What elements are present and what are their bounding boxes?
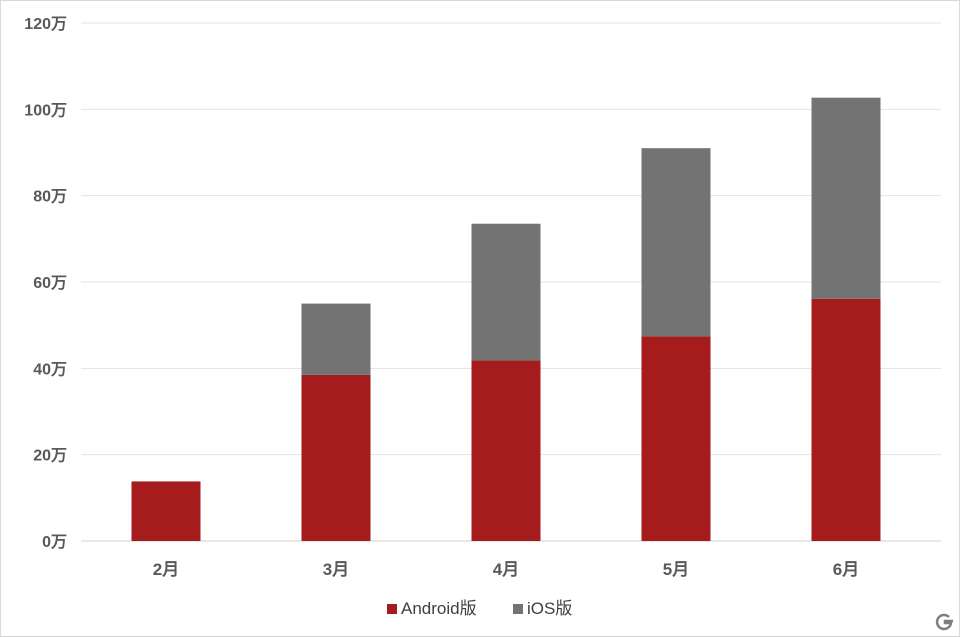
bar-ios-6 [811, 97, 881, 299]
bar-ios-3 [301, 303, 371, 375]
y-tick-label: 120万 [24, 16, 67, 33]
bar-android-3 [301, 374, 371, 541]
legend-label: Android版 [401, 599, 477, 618]
bar-android-4 [471, 360, 541, 541]
y-tick-label: 40万 [33, 361, 67, 378]
bars [131, 97, 881, 541]
y-tick-label: 20万 [33, 448, 67, 465]
legend-swatch [513, 604, 523, 614]
x-tick-label: 6月 [833, 560, 859, 579]
bar-android-5 [641, 336, 711, 541]
g-logo-icon [935, 613, 953, 631]
g-logo-shape [935, 613, 953, 631]
x-tick-label: 4月 [493, 560, 519, 579]
bar-ios-4 [471, 223, 541, 361]
y-tick-label: 0万 [42, 534, 67, 551]
y-tick-label: 80万 [33, 189, 67, 206]
y-axis-ticks: 0万 20万 40万 60万 80万 100万 120万 [24, 16, 67, 551]
x-tick-label: 3月 [323, 560, 349, 579]
x-tick-label: 5月 [663, 560, 689, 579]
y-tick-label: 100万 [24, 102, 67, 119]
legend-label: iOS版 [527, 599, 572, 618]
bar-ios-5 [641, 148, 711, 337]
y-tick-label: 60万 [33, 275, 67, 292]
legend: Android版 iOS版 [387, 599, 572, 618]
bar-android-2 [131, 481, 201, 541]
x-axis-ticks: 2月 3月 4月 5月 6月 [153, 560, 859, 579]
x-tick-label: 2月 [153, 560, 179, 579]
bar-android-6 [811, 298, 881, 541]
legend-swatch [387, 604, 397, 614]
